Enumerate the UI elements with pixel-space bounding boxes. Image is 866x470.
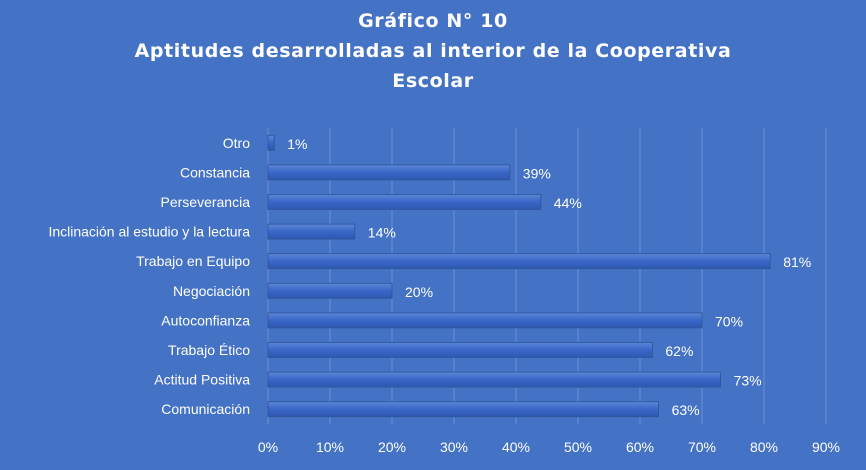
- data-label: 70%: [715, 313, 743, 329]
- x-tick-label: 10%: [316, 439, 344, 455]
- data-label: 14%: [368, 225, 396, 241]
- data-label: 44%: [554, 195, 582, 211]
- chart-title-line-1: Gráfico N° 10: [358, 10, 508, 32]
- category-label: Autoconfianza: [161, 312, 250, 328]
- category-label: Inclinación al estudio y la lectura: [48, 224, 250, 240]
- x-tick-label: 50%: [564, 439, 592, 455]
- data-label: 39%: [523, 165, 551, 181]
- category-label: Actitud Positiva: [154, 372, 250, 388]
- data-label: 1%: [287, 136, 307, 152]
- chart-title-line-3: Escolar: [392, 70, 474, 92]
- chart-title: Gráfico N° 10 Aptitudes desarrolladas al…: [0, 6, 866, 96]
- x-tick-label: 70%: [688, 439, 716, 455]
- data-label: 81%: [783, 254, 811, 270]
- bar: [267, 401, 660, 418]
- bar: [267, 194, 542, 210]
- data-label: 63%: [672, 402, 700, 418]
- data-label: 20%: [405, 284, 433, 300]
- category-label: Negociación: [173, 283, 250, 299]
- x-tick-label: 0%: [258, 439, 278, 455]
- category-label: Comunicación: [161, 401, 250, 417]
- category-label: Otro: [223, 135, 250, 151]
- bar: [267, 223, 356, 240]
- bar: [267, 371, 722, 388]
- category-label: Constancia: [180, 164, 250, 180]
- x-tick-label: 20%: [378, 439, 406, 455]
- bar: [267, 282, 393, 299]
- data-label: 62%: [665, 343, 693, 359]
- bar: [267, 134, 275, 151]
- bar: [267, 164, 511, 181]
- bar: [267, 253, 771, 270]
- x-tick-label: 90%: [812, 439, 840, 455]
- x-tick-label: 60%: [626, 439, 654, 455]
- bar: [267, 312, 703, 329]
- category-label: Perseverancia: [161, 194, 251, 210]
- category-label: Trabajo Ético: [168, 342, 250, 358]
- x-tick-label: 30%: [440, 439, 468, 455]
- chart-title-line-2: Aptitudes desarrolladas al interior de l…: [134, 40, 732, 62]
- data-label: 73%: [734, 373, 762, 389]
- x-tick-label: 40%: [502, 439, 530, 455]
- category-label: Trabajo en Equipo: [136, 253, 250, 269]
- bar: [267, 342, 653, 358]
- x-tick-label: 80%: [750, 439, 778, 455]
